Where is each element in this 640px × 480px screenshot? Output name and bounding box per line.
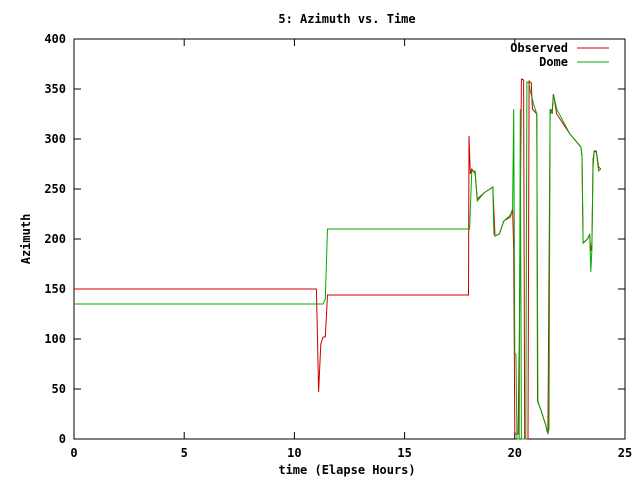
- y-tick-label: 300: [44, 132, 66, 146]
- y-tick-label: 250: [44, 182, 66, 196]
- x-tick-label: 15: [397, 446, 411, 460]
- x-tick-label: 0: [70, 446, 77, 460]
- y-axis-label: Azimuth: [19, 214, 33, 265]
- y-tick-label: 50: [52, 382, 66, 396]
- x-tick-label: 10: [287, 446, 301, 460]
- y-tick-label: 150: [44, 282, 66, 296]
- legend-label-dome: Dome: [539, 55, 568, 69]
- y-tick-label: 0: [59, 432, 66, 446]
- y-tick-label: 100: [44, 332, 66, 346]
- y-tick-label: 200: [44, 232, 66, 246]
- legend-label-observed: Observed: [510, 41, 568, 55]
- y-tick-label: 400: [44, 32, 66, 46]
- series-line-observed: [74, 78, 602, 440]
- chart-title: 5: Azimuth vs. Time: [278, 12, 415, 26]
- x-axis-label: time (Elapse Hours): [278, 463, 415, 477]
- x-tick-label: 25: [618, 446, 632, 460]
- series-line-dome: [74, 81, 602, 440]
- x-tick-label: 20: [508, 446, 522, 460]
- y-tick-label: 350: [44, 82, 66, 96]
- x-tick-label: 5: [181, 446, 188, 460]
- series-lines: [74, 78, 602, 440]
- plot-frame: [73, 38, 626, 440]
